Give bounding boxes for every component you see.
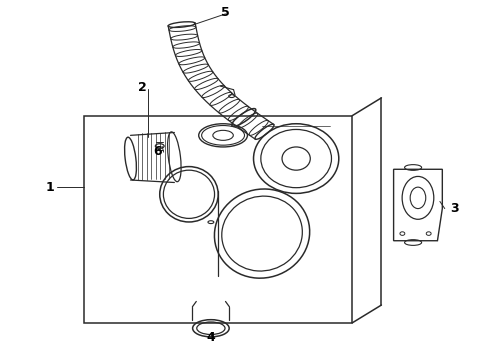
Text: 2: 2 (138, 81, 147, 94)
Text: 5: 5 (221, 6, 230, 19)
Text: 4: 4 (206, 331, 215, 344)
Text: 3: 3 (450, 202, 459, 215)
Text: 1: 1 (46, 181, 54, 194)
Text: 6: 6 (153, 145, 162, 158)
